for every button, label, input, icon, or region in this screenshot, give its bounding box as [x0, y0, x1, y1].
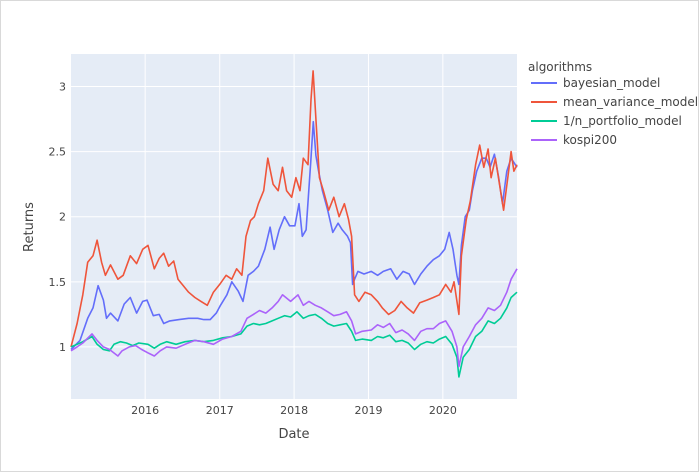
legend-title: algorithms: [528, 60, 592, 74]
legend[interactable]: algorithms bayesian_model mean_variance_m…: [528, 60, 698, 147]
x-axis-title: Date: [278, 427, 309, 442]
y-axis-ticks: 1 1.5 2 2.5 3: [49, 81, 67, 354]
y-tick-label: 2.5: [49, 146, 67, 159]
legend-item[interactable]: kospi200: [531, 133, 617, 147]
x-tick-label: 2016: [131, 404, 159, 417]
series-line-kospi200: [70, 268, 518, 368]
legend-label: kospi200: [563, 133, 617, 147]
series-line-bayesian-model: [70, 120, 518, 351]
x-axis-ticks: 2016 2017 2018 2019 2020: [131, 404, 457, 417]
x-tick-label: 2019: [354, 404, 382, 417]
legend-label: mean_variance_model: [563, 95, 698, 109]
y-axis-title: Returns: [22, 202, 37, 252]
series-line-1-n-portfolio-model: [70, 291, 518, 378]
legend-item[interactable]: bayesian_model: [531, 76, 660, 90]
y-tick-label: 3: [59, 81, 66, 94]
y-tick-label: 1: [59, 341, 66, 354]
x-tick-label: 2017: [206, 404, 234, 417]
x-tick-label: 2020: [429, 404, 457, 417]
legend-item[interactable]: mean_variance_model: [531, 95, 698, 109]
legend-label: 1/n_portfolio_model: [563, 114, 682, 128]
y-tick-label: 1.5: [49, 276, 67, 289]
x-tick-label: 2018: [280, 404, 308, 417]
series-line-mean-variance-model: [70, 70, 518, 348]
legend-item[interactable]: 1/n_portfolio_model: [531, 114, 682, 128]
y-tick-label: 2: [59, 211, 66, 224]
series-lines: [70, 70, 518, 378]
legend-label: bayesian_model: [563, 76, 660, 90]
